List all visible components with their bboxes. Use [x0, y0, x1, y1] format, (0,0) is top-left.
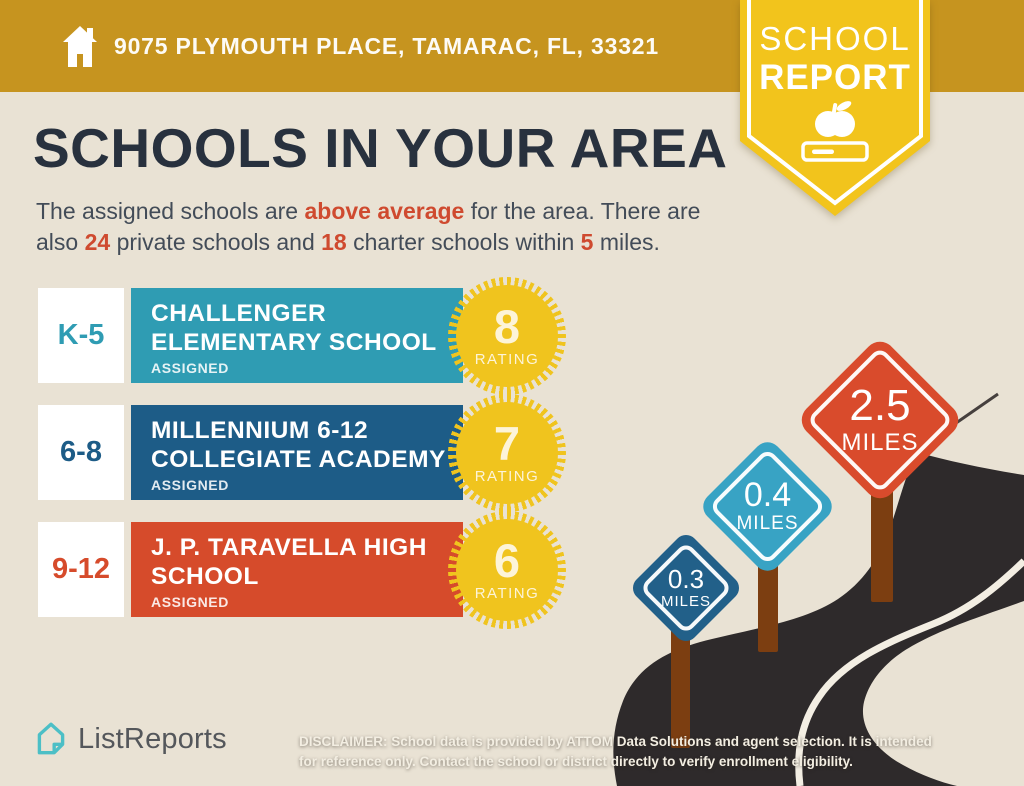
- apple-on-book-icon: [801, 101, 869, 162]
- grade-range: K-5: [38, 288, 124, 383]
- ribbon-line2: REPORT: [759, 58, 911, 97]
- road-center-line: [795, 558, 1024, 786]
- rating-badge: 7 RATING: [448, 394, 566, 512]
- rating-badge: 8 RATING: [448, 277, 566, 395]
- disclaimer-text: DISCLAIMER: School data is provided by A…: [299, 732, 939, 771]
- disclaimer-line-2: for reference only. Contact the school o…: [299, 753, 853, 769]
- disclaimer-line-1: DISCLAIMER: School data is provided by A…: [299, 734, 932, 749]
- listreports-brand-name: ListReports: [78, 722, 227, 755]
- rating-label: RATING: [474, 351, 540, 368]
- assigned-tag: ASSIGNED: [151, 360, 229, 376]
- school-name: MILLENNIUM 6-12 COLLEGIATE ACADEMY: [151, 417, 446, 473]
- school-row-high: 9-12 J. P. TARAVELLA HIGH SCHOOL ASSIGNE…: [38, 511, 566, 629]
- school-bar: CHALLENGER ELEMENTARY SCHOOL ASSIGNED: [131, 288, 463, 383]
- ribbon-shape: [740, 0, 930, 216]
- highlight-private-count: 24: [84, 229, 111, 255]
- rating-badge: 6 RATING: [448, 511, 566, 629]
- distance-sign-mid: 0.4 MILES: [697, 436, 838, 577]
- assigned-tag: ASSIGNED: [151, 594, 229, 610]
- rating-value: 8: [493, 300, 521, 353]
- school-name: J. P. TARAVELLA HIGH SCHOOL: [151, 534, 427, 590]
- listreports-brand: ListReports: [34, 720, 227, 758]
- rating-value: 6: [493, 534, 521, 587]
- rating-label: RATING: [474, 468, 540, 485]
- distance-sign-text: 0.4 MILES: [718, 457, 817, 556]
- highlight-above-average: above average: [304, 198, 465, 224]
- school-row-elementary: K-5 CHALLENGER ELEMENTARY SCHOOL ASSIGNE…: [38, 277, 566, 395]
- distance-unit: MILES: [736, 513, 799, 535]
- distance-unit: MILES: [841, 429, 919, 457]
- school-bar: MILLENNIUM 6-12 COLLEGIATE ACADEMY ASSIG…: [131, 405, 463, 500]
- school-list: K-5 CHALLENGER ELEMENTARY SCHOOL ASSIGNE…: [38, 277, 566, 639]
- intro-line-2: also 24 private schools and 18 charter s…: [36, 229, 660, 255]
- ribbon-line1: SCHOOL: [759, 20, 911, 57]
- distance-sign-text: 2.5 MILES: [820, 360, 940, 480]
- disclaimer-label: DISCLAIMER:: [299, 734, 388, 749]
- distance-value: 0.4: [743, 475, 792, 514]
- distance-sign-far: 2.5 MILES: [795, 335, 965, 505]
- road-surface: [613, 452, 1024, 786]
- intro-line-1: The assigned schools are above average f…: [36, 198, 701, 224]
- distance-value: 0.3: [667, 563, 705, 594]
- rating-value: 7: [493, 417, 521, 470]
- grade-range: 9-12: [38, 522, 124, 617]
- highlight-miles: 5: [580, 229, 594, 255]
- assigned-tag: ASSIGNED: [151, 477, 229, 493]
- school-row-middle: 6-8 MILLENNIUM 6-12 COLLEGIATE ACADEMY A…: [38, 394, 566, 512]
- page-title: SCHOOLS IN YOUR AREA: [33, 117, 728, 179]
- listreports-logo-icon: [37, 722, 65, 755]
- school-name: CHALLENGER ELEMENTARY SCHOOL: [151, 300, 437, 356]
- grade-range: 6-8: [38, 405, 124, 500]
- distance-unit: MILES: [660, 593, 711, 611]
- rating-badge-text: 6 RATING: [448, 511, 566, 629]
- school-bar: J. P. TARAVELLA HIGH SCHOOL ASSIGNED: [131, 522, 463, 617]
- distance-sign-text: 0.3 MILES: [645, 547, 727, 629]
- rating-badge-text: 7 RATING: [448, 394, 566, 512]
- rating-badge-text: 8 RATING: [448, 277, 566, 395]
- rating-label: RATING: [474, 585, 540, 602]
- intro-text: The assigned schools are above average f…: [36, 196, 700, 258]
- distance-value: 2.5: [849, 380, 911, 430]
- school-report-ribbon: SCHOOL REPORT: [740, 0, 930, 218]
- property-address: 9075 PLYMOUTH PLACE, TAMARAC, FL, 33321: [114, 32, 659, 59]
- highlight-charter-count: 18: [321, 229, 347, 255]
- home-icon: [63, 26, 97, 67]
